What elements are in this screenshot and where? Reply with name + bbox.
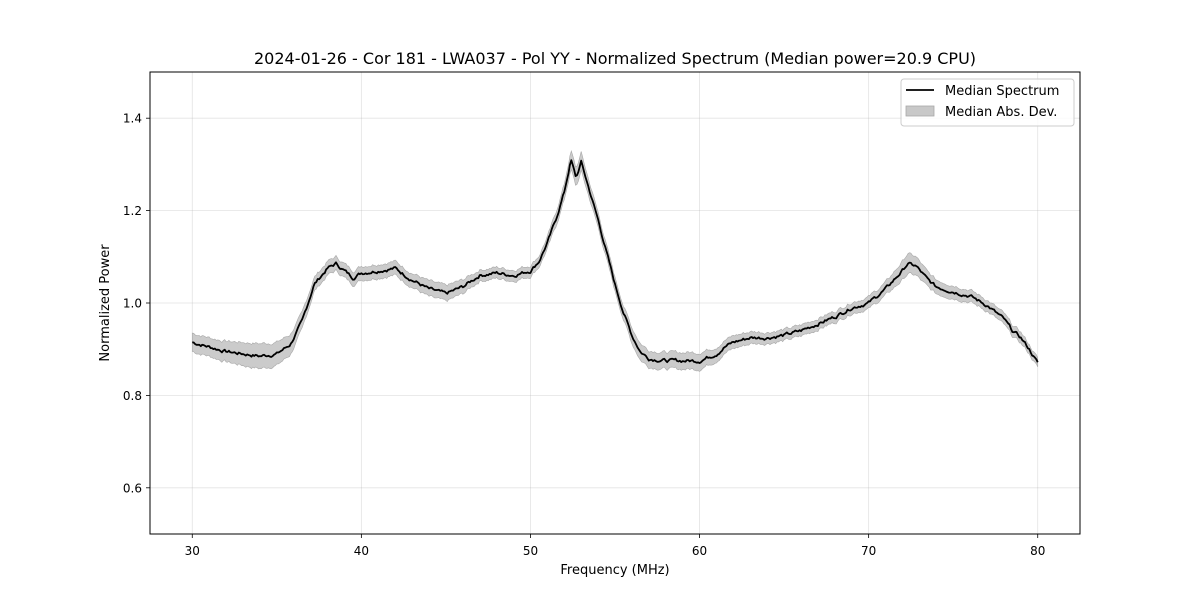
- legend-label-median-spectrum: Median Spectrum: [945, 84, 1059, 99]
- x-axis-ticks: 30 40 50 60 70 80: [185, 534, 1045, 558]
- x-tick-label: 60: [692, 544, 707, 558]
- x-tick-label: 40: [354, 544, 369, 558]
- x-axis-label: Frequency (MHz): [560, 563, 669, 578]
- x-tick-label: 80: [1030, 544, 1045, 558]
- y-axis-ticks: 0.6 0.8 1.0 1.2 1.4: [123, 112, 150, 495]
- x-tick-label: 70: [861, 544, 876, 558]
- mad-band-layer: [191, 149, 1039, 372]
- y-tick-label: 1.0: [123, 297, 142, 311]
- y-tick-label: 0.6: [123, 481, 142, 495]
- x-tick-label: 30: [185, 544, 200, 558]
- y-tick-label: 1.2: [123, 204, 142, 218]
- y-tick-label: 0.8: [123, 389, 142, 403]
- median-spectrum-line: [192, 159, 1039, 364]
- median-line-layer: [192, 159, 1039, 364]
- mad-band: [191, 149, 1039, 372]
- chart-title: 2024-01-26 - Cor 181 - LWA037 - Pol YY -…: [254, 49, 976, 68]
- y-tick-label: 1.4: [123, 112, 142, 126]
- legend: Median Spectrum Median Abs. Dev.: [900, 78, 1075, 127]
- x-tick-label: 50: [523, 544, 538, 558]
- legend-band-swatch: [905, 105, 935, 117]
- y-axis-label: Normalized Power: [98, 244, 113, 362]
- legend-box: [900, 78, 1075, 127]
- legend-label-median-abs-dev: Median Abs. Dev.: [945, 105, 1057, 120]
